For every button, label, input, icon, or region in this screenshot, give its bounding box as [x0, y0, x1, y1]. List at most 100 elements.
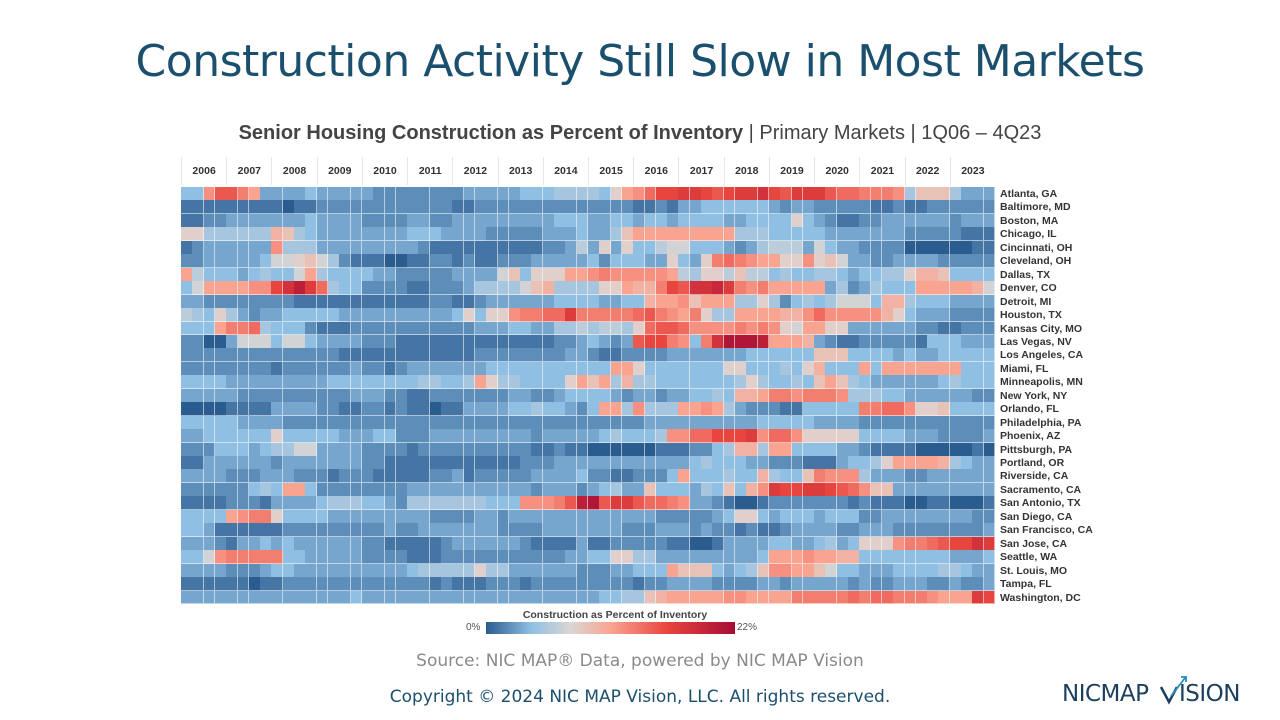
heatmap-cell — [768, 509, 781, 524]
heatmap-cell — [373, 388, 385, 403]
heatmap-cell — [893, 429, 906, 444]
heatmap-cell — [474, 240, 487, 255]
heatmap-cell — [870, 321, 883, 336]
heatmap-cell — [327, 375, 340, 390]
heatmap-cell — [791, 590, 804, 605]
heatmap-cell — [327, 415, 340, 430]
heatmap-cell — [746, 213, 759, 228]
heatmap-cell — [667, 281, 679, 296]
heatmap-cell — [248, 267, 261, 282]
heatmap-cell — [644, 402, 657, 417]
heatmap-cell — [588, 267, 600, 282]
heatmap-cell — [870, 187, 883, 201]
heatmap-cell — [282, 240, 295, 255]
heatmap-cell — [836, 294, 849, 309]
heatmap-cell — [565, 375, 578, 390]
heatmap-cell — [441, 536, 453, 551]
heatmap-cell — [870, 429, 883, 444]
heatmap-cell — [282, 254, 295, 269]
heatmap-cell — [961, 577, 973, 592]
heatmap-cell — [248, 469, 261, 484]
heatmap-cell — [848, 496, 860, 511]
heatmap-cell — [599, 267, 612, 282]
heatmap-cell — [203, 550, 216, 565]
heatmap-cell — [893, 240, 906, 255]
heatmap-cell — [757, 482, 770, 497]
market-labels: Atlanta, GA Baltimore, MD Boston, MA Chicag… — [1000, 187, 1110, 604]
heatmap-cell — [294, 227, 306, 242]
heatmap-cell — [599, 213, 612, 228]
heatmap-cell — [870, 200, 883, 215]
heatmap-cell — [949, 213, 962, 228]
heatmap-cell — [893, 375, 906, 390]
heatmap-cell — [339, 334, 352, 349]
heatmap-cell — [474, 523, 487, 538]
heatmap-cell — [203, 240, 216, 255]
heatmap-cell — [655, 361, 668, 376]
heatmap-cell — [542, 334, 555, 349]
heatmap-cell — [848, 429, 860, 444]
heatmap-cell — [655, 240, 668, 255]
heatmap-cell — [757, 523, 770, 538]
heatmap-cell — [825, 348, 838, 363]
heatmap-cell — [859, 442, 872, 457]
heatmap-cell — [678, 267, 691, 282]
heatmap-cell — [294, 577, 306, 592]
heatmap-cell — [181, 509, 193, 524]
heatmap-cell — [316, 227, 329, 242]
heatmap-cell — [542, 577, 555, 592]
heatmap-cell — [384, 482, 397, 497]
heatmap-cell — [904, 496, 917, 511]
heatmap-cell — [678, 482, 691, 497]
heatmap-cell — [508, 213, 521, 228]
heatmap-cell — [520, 469, 532, 484]
heatmap-cell — [350, 482, 363, 497]
heatmap-cell — [927, 550, 939, 565]
heatmap-cell — [282, 469, 295, 484]
heatmap-cell — [915, 402, 928, 417]
heatmap-cell — [746, 536, 759, 551]
heatmap-cell — [701, 482, 713, 497]
heatmap-cell — [474, 227, 487, 242]
heatmap-cell — [972, 187, 985, 201]
heatmap-cell — [520, 213, 532, 228]
heatmap-cell — [294, 254, 306, 269]
heatmap-cell — [463, 187, 476, 201]
heatmap-cell — [203, 361, 216, 376]
heatmap-cell — [576, 482, 589, 497]
heatmap-cell — [316, 361, 329, 376]
heatmap-cell — [554, 200, 566, 215]
heatmap-cell — [237, 590, 250, 605]
heatmap-cell — [395, 187, 408, 201]
heatmap-cell — [531, 375, 544, 390]
heatmap-cell — [859, 267, 872, 282]
heatmap-cell — [836, 254, 849, 269]
heatmap-cell — [938, 402, 951, 417]
heatmap-cell — [384, 469, 397, 484]
heatmap-cell — [949, 308, 962, 322]
heatmap-cell — [599, 536, 612, 551]
heatmap-cell — [463, 200, 476, 215]
heatmap-cell — [949, 550, 962, 565]
heatmap-cell — [610, 523, 623, 538]
heatmap-cell — [814, 456, 826, 470]
heatmap-cell — [689, 321, 702, 336]
heatmap-cell — [644, 429, 657, 444]
heatmap-cell — [327, 281, 340, 296]
heatmap-cell — [554, 402, 566, 417]
heatmap-cell — [757, 294, 770, 309]
heatmap-cell — [531, 254, 544, 269]
heatmap-cell — [373, 254, 385, 269]
heatmap-cell — [441, 267, 453, 282]
heatmap-cell — [972, 563, 985, 578]
heatmap-cell — [486, 456, 499, 470]
heatmap-cell — [463, 523, 476, 538]
heatmap-cell — [429, 267, 442, 282]
heatmap-cell — [961, 496, 973, 511]
heatmap-cell — [181, 442, 193, 457]
heatmap-cell — [305, 348, 318, 363]
heatmap-cell — [904, 456, 917, 470]
heatmap-cell — [723, 509, 736, 524]
heatmap-cell — [949, 482, 962, 497]
heatmap-cell — [429, 308, 442, 322]
